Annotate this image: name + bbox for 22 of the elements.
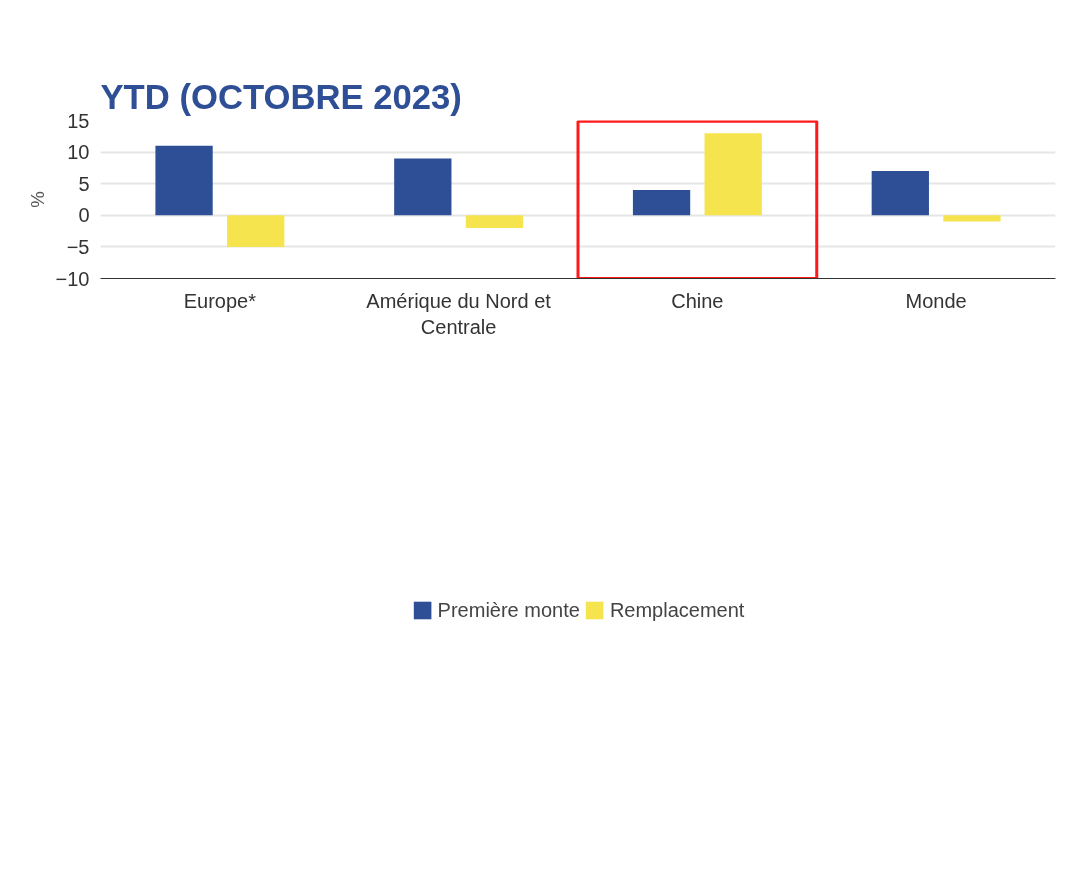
bar [394,158,452,216]
legend-label: Remplacement [609,598,745,622]
y-tick-label: −10 [55,267,90,290]
bar [943,215,1001,222]
chart-title: YTD (OCTOBRE 2023) [100,77,462,116]
bar [465,215,524,228]
bar [227,215,285,247]
y-tick-label: 15 [67,109,90,132]
y-tick-label: 0 [78,204,90,227]
bar [632,190,691,216]
x-tick-label: Chine [671,289,724,312]
x-tick-label: Amérique du Nord et Centrale [366,289,552,338]
y-axis-title: % [26,191,48,208]
x-tick-label: Monde [905,289,967,312]
y-tick-label: 10 [67,141,90,164]
legend-label: Première monte [437,598,580,622]
x-tick-label: Europe* [183,289,257,312]
bar [155,145,213,216]
y-tick-label: 5 [78,172,90,195]
bar [704,133,762,216]
bar [871,171,929,216]
y-tick-label: −5 [66,235,90,258]
